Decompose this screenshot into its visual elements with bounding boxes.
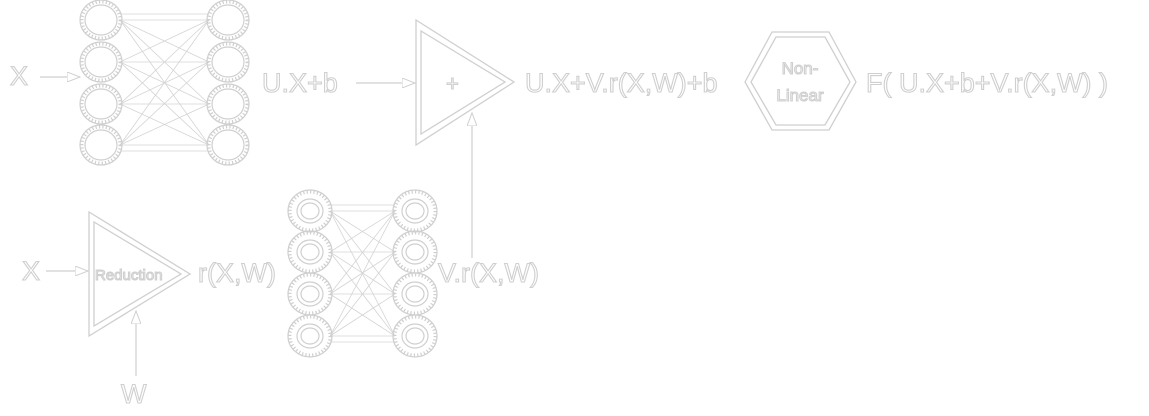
network-v-neuron [392, 189, 438, 233]
network-v-neuron [287, 272, 333, 316]
nonlinear-label-line2: Linear [776, 86, 824, 105]
sum-output-label: U.X+V.r(X,W)+b [525, 68, 718, 98]
network-u-neuron [79, 41, 123, 83]
adder-plus-label: + [446, 71, 459, 96]
reduction-output-label: r(X,W) [198, 258, 276, 288]
network-u-neuron [79, 0, 123, 41]
nonlinear-label-line1: Non- [782, 59, 819, 78]
network-v-neuron [392, 314, 438, 358]
network-v-connection [329, 210, 396, 253]
network-u-neuron [206, 124, 250, 166]
adder-triangle [415, 18, 516, 147]
network-v [287, 189, 438, 358]
network-u-neuron [206, 0, 250, 41]
network-u-neuron [79, 83, 123, 125]
linear-output-label: U.X+b [262, 68, 338, 98]
network-v-neuron [287, 230, 333, 274]
network-u-connection [119, 19, 210, 105]
input-x-bottom-label: X [22, 256, 40, 286]
network-u-connection [119, 19, 210, 63]
network-v-connections [329, 204, 396, 343]
network-u-connection [119, 61, 210, 146]
reduction-label: Reduction [95, 267, 163, 284]
network-u-neuron [79, 124, 123, 166]
weight-w-label: W [121, 379, 147, 409]
nonlinear-hexagon-inner [750, 36, 851, 126]
projected-output-label: V.r(X,W) [438, 258, 539, 288]
network-u [79, 0, 250, 166]
network-v-connection [329, 293, 396, 337]
final-output-label: F( U.X+b+V.r(X,W) ) [866, 68, 1108, 98]
reduction-triangle-inner [93, 220, 183, 328]
input-x-top-label: X [10, 61, 28, 91]
network-u-connections [119, 13, 210, 152]
network-v-neuron [287, 314, 333, 358]
network-u-neuron [206, 41, 250, 83]
network-v-connection [329, 210, 396, 337]
adder-triangle-inner [420, 29, 507, 136]
network-v-connection [329, 251, 396, 337]
network-u-neuron [206, 83, 250, 125]
network-u-connection [119, 103, 210, 146]
nonlinear-hexagon [744, 31, 857, 131]
reduction-triangle [88, 210, 192, 338]
network-v-neuron [287, 189, 333, 233]
network-u-connection [119, 19, 210, 146]
network-v-connection [329, 210, 396, 295]
network-v-neuron [392, 230, 438, 274]
network-v-neuron [392, 272, 438, 316]
